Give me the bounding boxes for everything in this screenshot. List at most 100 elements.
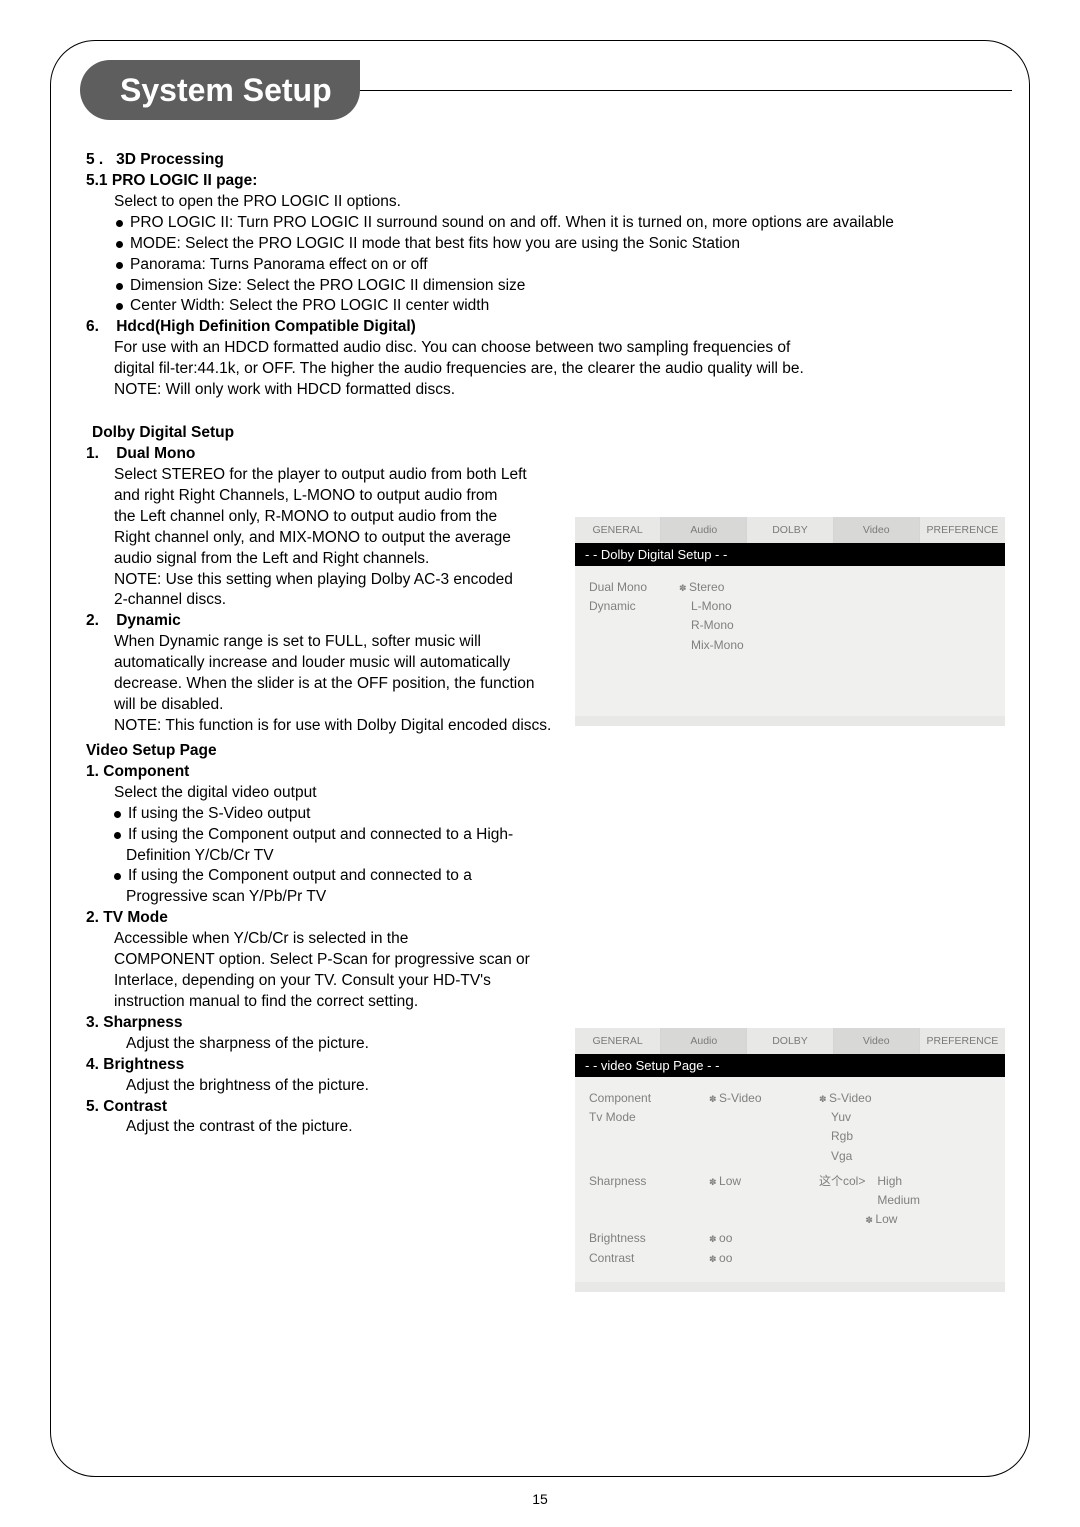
video-4-title: Brightness (103, 1056, 184, 1073)
section-6-line: digital fil-ter:44.1k, or OFF. The highe… (86, 359, 1004, 380)
dolby-1-title: Dual Mono (116, 445, 195, 462)
opt-stereo[interactable]: Stereo (679, 578, 789, 597)
opt-low[interactable]: Low (865, 1210, 975, 1229)
tab-dolby[interactable]: DOLBY (747, 517, 833, 543)
video-1: 1. Component (86, 762, 1004, 783)
opt-vga[interactable]: Vga (819, 1147, 929, 1166)
bullet-cont: Progressive scan Y/Pb/Pr TV (86, 887, 1004, 908)
opt-lmono[interactable]: L-Mono (679, 597, 789, 616)
video-4-num: 4. (86, 1056, 99, 1073)
tab-preference[interactable]: PREFERENCE (920, 517, 1005, 543)
setup-banner: - - video Setup Page - - (575, 1054, 1005, 1077)
opt-rmono[interactable]: R-Mono (679, 616, 789, 635)
dolby-2-num: 2. (86, 612, 99, 629)
bullet-cont: Definition Y/Cb/Cr TV (86, 846, 1004, 867)
bullet: Center Width: Select the PRO LOGIC II ce… (86, 296, 1004, 317)
label-sharpness[interactable]: Sharpness (589, 1172, 709, 1191)
val-component[interactable]: S-Video (709, 1089, 819, 1108)
video-2: 2. TV Mode (86, 908, 1004, 929)
dolby-1-line: Select STEREO for the player to output a… (86, 465, 646, 486)
label-component[interactable]: Component (589, 1089, 709, 1108)
video-2-num: 2. (86, 909, 99, 926)
video-5-num: 5. (86, 1098, 99, 1115)
tab-preference[interactable]: PREFERENCE (920, 1028, 1005, 1054)
setup-banner: - - Dolby Digital Setup - - (575, 543, 1005, 566)
opt-medium[interactable]: Medium (865, 1191, 975, 1210)
dolby-1-line: the Left channel only, R-MONO to output … (86, 507, 646, 528)
label-dual-mono[interactable]: Dual Mono (589, 578, 679, 597)
opt-svideo[interactable]: S-Video (819, 1089, 929, 1108)
bullet: Dimension Size: Select the PRO LOGIC II … (86, 276, 1004, 297)
val-sharpness[interactable]: Low (709, 1172, 819, 1191)
tab-video[interactable]: Video (834, 1028, 920, 1054)
bullet: If using the Component output and connec… (86, 825, 1004, 846)
bullet: PRO LOGIC II: Turn PRO LOGIC II surround… (86, 213, 1004, 234)
bullet: If using the Component output and connec… (86, 866, 1004, 887)
video-heading: Video Setup Page (86, 741, 1004, 762)
dolby-2-title: Dynamic (116, 612, 181, 629)
section-5-title: 3D Processing (116, 151, 224, 168)
video-2-line: Interlace, depending on your TV. Consult… (86, 971, 646, 992)
dolby-1-line: audio signal from the Left and Right cha… (86, 549, 646, 570)
video-2-line: Accessible when Y/Cb/Cr is selected in t… (86, 929, 646, 950)
dolby-2-line: automatically increase and louder music … (86, 653, 646, 674)
label-dynamic[interactable]: Dynamic (589, 597, 679, 616)
dolby-2-line: will be disabled. (86, 695, 646, 716)
section-5-1-num: 5.1 (86, 172, 108, 189)
tab-audio[interactable]: Audio (661, 1028, 747, 1054)
section-6-num: 6. (86, 318, 99, 335)
section-5: 5 . 3D Processing (86, 150, 1004, 171)
section-6: 6. Hdcd(High Definition Compatible Digit… (86, 317, 1004, 338)
video-1-num: 1. (86, 763, 99, 780)
video-2-line: instruction manual to find the correct s… (86, 992, 646, 1013)
dolby-1: 1. Dual Mono (86, 444, 1004, 465)
section-5-1-title: PRO LOGIC II page: (112, 172, 258, 189)
dolby-setup-box: GENERAL Audio DOLBY Video PREFERENCE - -… (575, 517, 1005, 726)
label-tvmode[interactable]: Tv Mode (589, 1108, 709, 1127)
tab-line (340, 90, 1012, 91)
page-number: 15 (0, 1491, 1080, 1507)
video-1-title: Component (103, 763, 189, 780)
opt-rgb[interactable]: Rgb (819, 1127, 929, 1146)
video-3-title: Sharpness (103, 1014, 182, 1031)
val-contrast[interactable]: oo (709, 1249, 819, 1268)
video-2-title: TV Mode (103, 909, 168, 926)
section-5-num: 5 . (86, 151, 103, 168)
dolby-1-line: Right channel only, and MIX-MONO to outp… (86, 528, 646, 549)
dolby-2-line: decrease. When the slider is at the OFF … (86, 674, 646, 695)
op-high[interactable]: High (865, 1172, 975, 1191)
bullet: MODE: Select the PRO LOGIC II mode that … (86, 234, 1004, 255)
video-1-intro: Select the digital video output (86, 783, 1004, 804)
bullet: If using the S-Video output (86, 804, 1004, 825)
chapter-title: System Setup (80, 60, 360, 120)
tab-audio[interactable]: Audio (661, 517, 747, 543)
setup-body: Dual Mono Dynamic Stereo L-Mono R-Mono M… (575, 566, 1005, 716)
section-6-title: Hdcd(High Definition Compatible Digital) (116, 318, 416, 335)
chapter-tab: System Setup (80, 60, 360, 120)
label-contrast[interactable]: Contrast (589, 1249, 709, 1268)
setup-body: Component Tv Mode S-Video S-Video Yuv Rg… (575, 1077, 1005, 1282)
val-brightness[interactable]: oo (709, 1229, 819, 1248)
setup-tabs: GENERAL Audio DOLBY Video PREFERENCE (575, 1028, 1005, 1054)
dolby-heading: Dolby Digital Setup (86, 423, 1004, 444)
dolby-1-num: 1. (86, 445, 99, 462)
video-setup-box: GENERAL Audio DOLBY Video PREFERENCE - -… (575, 1028, 1005, 1292)
tab-dolby[interactable]: DOLBY (747, 1028, 833, 1054)
dolby-1-line: and right Right Channels, L-MONO to outp… (86, 486, 646, 507)
tab-video[interactable]: Video (834, 517, 920, 543)
section-5-1-intro: Select to open the PRO LOGIC II options. (86, 192, 1004, 213)
dolby-2-line: When Dynamic range is set to FULL, softe… (86, 632, 646, 653)
tab-general[interactable]: GENERAL (575, 1028, 661, 1054)
section-6-line: NOTE: Will only work with HDCD formatted… (86, 380, 1004, 401)
label-brightness[interactable]: Brightness (589, 1229, 709, 1248)
setup-foot (575, 1282, 1005, 1292)
dolby-1-line: NOTE: Use this setting when playing Dolb… (86, 570, 646, 591)
section-6-line: For use with an HDCD formatted audio dis… (86, 338, 1004, 359)
opt-mixmono[interactable]: Mix-Mono (679, 636, 789, 655)
tab-general[interactable]: GENERAL (575, 517, 661, 543)
dolby-1-line: 2-channel discs. (86, 590, 646, 611)
opt-yuv[interactable]: Yuv (819, 1108, 929, 1127)
video-5-title: Contrast (103, 1098, 167, 1115)
bullet: Panorama: Turns Panorama effect on or of… (86, 255, 1004, 276)
video-3-num: 3. (86, 1014, 99, 1031)
